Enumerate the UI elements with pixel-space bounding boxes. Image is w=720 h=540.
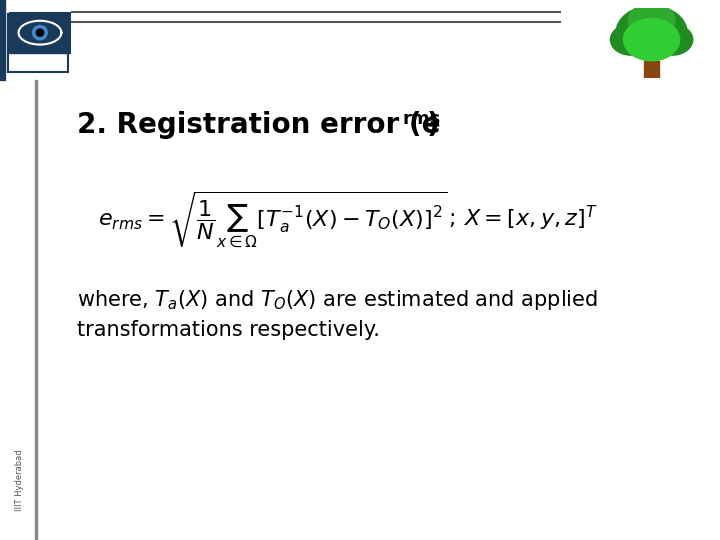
Text: 2. Registration error (e: 2. Registration error (e — [77, 111, 441, 139]
Circle shape — [32, 25, 48, 40]
Text: $e_{rms} = \sqrt{\dfrac{1}{N}\sum_{x\in\Omega}[T_a^{-1}(X)-T_O(X)]^2}\,;\,X=[x,y: $e_{rms} = \sqrt{\dfrac{1}{N}\sum_{x\in\… — [98, 190, 598, 251]
Bar — [0, 0, 5, 80]
Circle shape — [611, 24, 652, 55]
Text: ): ) — [427, 111, 439, 139]
Text: transformations respectively.: transformations respectively. — [77, 320, 380, 340]
Circle shape — [616, 6, 687, 59]
Bar — [35, 80, 37, 540]
Text: where, $T_a(X)$ and $T_O(X)$ are estimated and applied: where, $T_a(X)$ and $T_O(X)$ are estimat… — [77, 288, 598, 312]
Circle shape — [624, 18, 680, 60]
FancyBboxPatch shape — [8, 14, 68, 72]
Circle shape — [36, 29, 44, 36]
Bar — [644, 60, 659, 78]
Text: CVIT: CVIT — [27, 59, 53, 69]
Bar — [9, 12, 71, 53]
Circle shape — [652, 24, 693, 55]
Text: IIIT Hyderabad: IIIT Hyderabad — [15, 449, 24, 511]
Text: rms: rms — [402, 110, 441, 128]
Circle shape — [628, 3, 675, 38]
